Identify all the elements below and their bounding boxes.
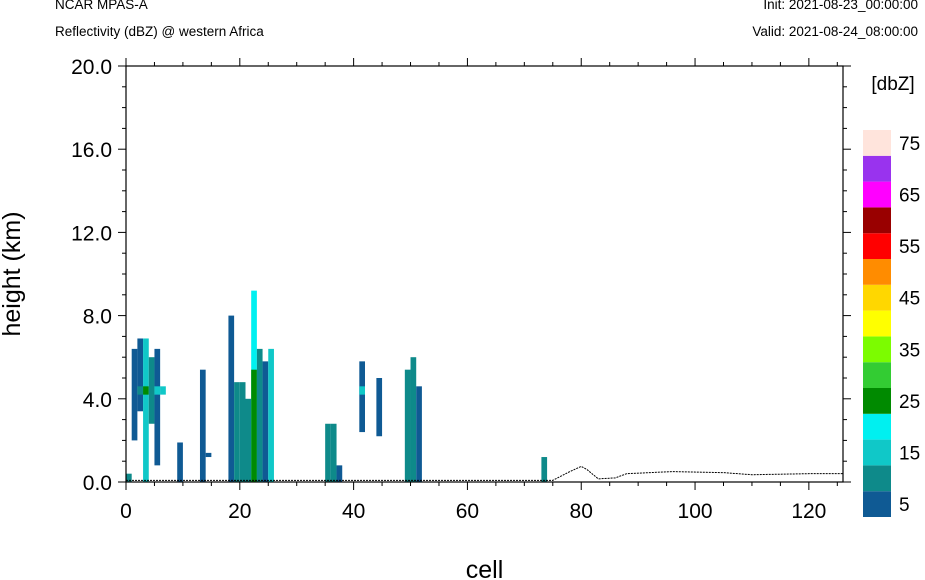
reflectivity-cell (541, 457, 548, 482)
colorbar-tick-label: 35 (899, 340, 920, 361)
x-tick-label: 60 (456, 500, 479, 523)
reflectivity-cell (404, 369, 411, 482)
reflectivity-cell (245, 398, 252, 482)
y-tick-label: 12.0 (71, 222, 112, 245)
reflectivity-cell (416, 386, 422, 482)
reflectivity-cell (131, 348, 138, 441)
y-tick-label: 0.0 (83, 472, 112, 495)
colorbar-tick-label: 65 (899, 186, 920, 207)
model-title: NCAR MPAS-A (55, 0, 148, 12)
reflectivity-cell (199, 369, 206, 482)
colorbar-swatch (863, 439, 891, 466)
reflectivity-cell (376, 378, 383, 437)
colorbar-swatch (863, 491, 891, 517)
reflectivity-cell (143, 386, 149, 395)
y-tick-label: 8.0 (83, 306, 112, 329)
reflectivity-cell (154, 348, 161, 466)
y-tick-label: 20.0 (71, 56, 112, 79)
colorbar-swatch (863, 388, 891, 414)
colorbar: 5 15 25 35 45 55 65 75 (863, 130, 920, 517)
colorbar-tick-label: 25 (899, 392, 920, 413)
x-axis-label: cell (466, 556, 504, 580)
colorbar-swatch (863, 284, 891, 311)
y-tick-label: 16.0 (71, 139, 112, 162)
valid-time: Valid: 2021-08-24_08:00:00 (752, 24, 918, 39)
x-tick-label: 20 (228, 500, 251, 523)
colorbar-tick-label: 55 (899, 237, 920, 258)
field-title: Reflectivity (dBZ) @ western Africa (55, 24, 264, 39)
reflectivity-cell (143, 338, 149, 482)
reflectivity-cell (251, 369, 257, 482)
reflectivity-cell (137, 386, 144, 395)
reflectivity-cell (330, 423, 337, 482)
colorbar-swatch (863, 259, 891, 285)
terrain-line (126, 465, 843, 481)
colorbar-tick-label: 15 (899, 444, 920, 465)
colorbar-swatch (863, 336, 891, 363)
terrain-profile (126, 465, 843, 481)
colorbar-swatch (863, 130, 891, 156)
colorbar-units-label: [dbZ] (871, 74, 914, 95)
y-tick-label: 4.0 (83, 389, 112, 412)
colorbar-swatch (863, 207, 891, 234)
colorbar-tick-label: 45 (899, 289, 920, 310)
reflectivity-cell (410, 357, 417, 482)
reflectivity-cell (137, 338, 144, 412)
reflectivity-cell (148, 357, 155, 424)
colorbar-swatch (863, 181, 891, 208)
reflectivity-cell (239, 382, 246, 482)
init-time: Init: 2021-08-23_00:00:00 (763, 0, 918, 12)
reflectivity-cell (256, 348, 263, 482)
reflectivity-cell (205, 452, 212, 458)
axes: 0 20 40 60 80 100 120 0.0 4.0 8.0 12.0 16.0 20.0 (71, 56, 851, 523)
reflectivity-cell (160, 386, 166, 395)
reflectivity-cell (325, 423, 331, 482)
reflectivity-cell (262, 361, 269, 482)
colorbar-swatch (863, 233, 891, 259)
reflectivity-cell (154, 386, 161, 395)
x-tick-label: 80 (570, 500, 593, 523)
colorbar-swatch (863, 413, 891, 440)
reflectivity-cell (126, 473, 132, 482)
colorbar-swatch (863, 362, 891, 388)
colorbar-swatch (863, 155, 891, 182)
reflectivity-cell (177, 442, 183, 482)
reflectivity-cell (359, 361, 365, 433)
reflectivity-cell (336, 465, 343, 482)
reflectivity-cell (234, 382, 240, 482)
x-tick-label: 120 (791, 500, 826, 523)
reflectivity-cell (228, 315, 235, 482)
colorbar-swatch (863, 465, 891, 492)
reflectivity-cell (359, 386, 365, 395)
colorbar-tick-label: 75 (899, 134, 920, 155)
colorbar-tick-label: 5 (899, 495, 910, 516)
x-tick-label: 0 (120, 500, 132, 523)
reflectivity-cell (268, 348, 274, 482)
x-tick-label: 40 (342, 500, 365, 523)
colorbar-swatch (863, 310, 891, 337)
x-tick-label: 100 (678, 500, 713, 523)
y-axis-label: height (km) (0, 211, 26, 336)
data-cells (126, 290, 548, 482)
